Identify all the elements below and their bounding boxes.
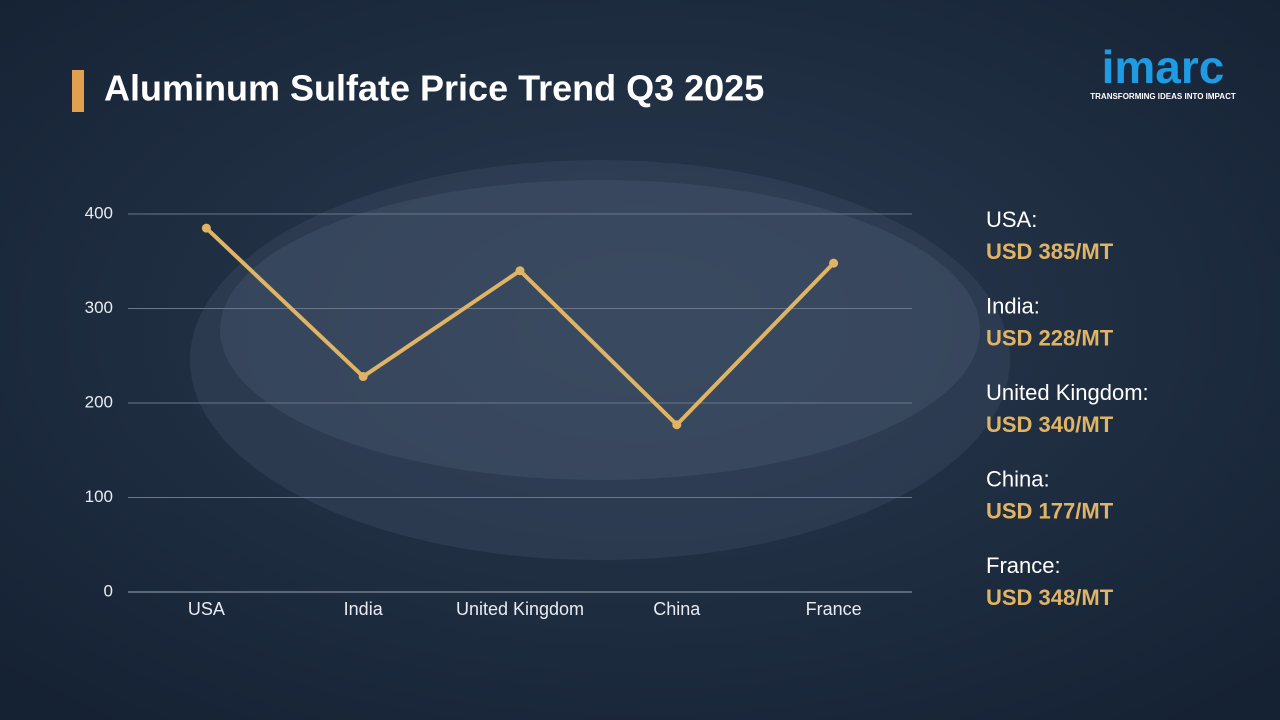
title-accent (72, 70, 84, 112)
panel-label: USA: (986, 207, 1037, 232)
y-tick-label: 100 (85, 487, 113, 506)
panel-value: USD 385/MT (986, 239, 1114, 264)
logo-tagline: TRANSFORMING IDEAS INTO IMPACT (1090, 92, 1236, 101)
panel-value: USD 228/MT (986, 325, 1114, 350)
dish-backdrop (190, 160, 1010, 560)
panel-label: China: (986, 466, 1050, 491)
x-tick-label: USA (188, 599, 225, 619)
y-tick-label: 0 (104, 581, 113, 600)
x-tick-label: France (806, 599, 862, 619)
logo-name: imarc (1102, 41, 1225, 93)
x-tick-label: India (344, 599, 384, 619)
panel-label: France: (986, 553, 1061, 578)
powder-backdrop (220, 180, 980, 480)
panel-label: India: (986, 293, 1040, 318)
x-tick-label: China (653, 599, 701, 619)
data-point (358, 372, 368, 382)
y-tick-label: 200 (85, 392, 113, 411)
panel-label: United Kingdom: (986, 380, 1149, 405)
data-point (672, 420, 682, 430)
y-tick-label: 300 (85, 298, 113, 317)
panel-value: USD 348/MT (986, 585, 1114, 610)
data-point (829, 258, 839, 268)
panel-value: USD 177/MT (986, 498, 1114, 523)
chart-title: Aluminum Sulfate Price Trend Q3 2025 (104, 68, 764, 109)
panel-value: USD 340/MT (986, 412, 1114, 437)
data-point (515, 266, 525, 276)
y-tick-label: 400 (85, 203, 113, 222)
x-tick-label: United Kingdom (456, 599, 584, 619)
data-point (201, 223, 211, 233)
